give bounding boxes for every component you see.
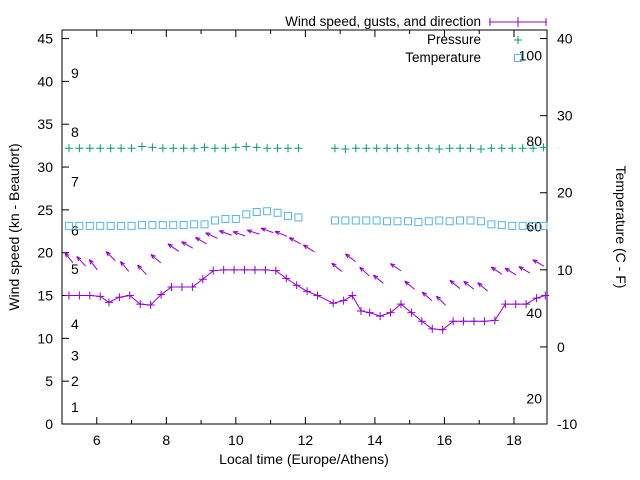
svg-text:5: 5 <box>45 373 53 389</box>
svg-text:35: 35 <box>37 116 53 132</box>
svg-text:0: 0 <box>45 416 53 432</box>
svg-text:15: 15 <box>37 288 53 304</box>
legend-label-temperature: Temperature <box>405 50 481 65</box>
svg-text:16: 16 <box>437 432 453 448</box>
svg-text:3: 3 <box>71 347 79 363</box>
legend-item-wind: Wind speed, gusts, and direction <box>285 14 547 29</box>
temperature-square-icon <box>489 51 547 65</box>
svg-text:0: 0 <box>557 339 565 355</box>
svg-text:10: 10 <box>228 432 244 448</box>
y-axis-left-label: Wind speed (kn - Beaufort) <box>6 143 22 311</box>
svg-text:6: 6 <box>93 432 101 448</box>
svg-text:20: 20 <box>557 185 573 201</box>
svg-text:12: 12 <box>298 432 314 448</box>
svg-text:4: 4 <box>71 316 79 332</box>
legend-label-wind: Wind speed, gusts, and direction <box>285 14 481 29</box>
svg-text:18: 18 <box>506 432 522 448</box>
svg-text:6: 6 <box>71 222 79 238</box>
svg-text:8: 8 <box>71 124 79 140</box>
svg-text:2: 2 <box>71 373 79 389</box>
legend-item-pressure: Pressure <box>427 32 547 47</box>
svg-text:40: 40 <box>526 305 542 321</box>
svg-text:20: 20 <box>37 245 53 261</box>
svg-text:30: 30 <box>37 159 53 175</box>
svg-text:9: 9 <box>71 65 79 81</box>
svg-text:40: 40 <box>37 73 53 89</box>
svg-text:25: 25 <box>37 202 53 218</box>
svg-text:100: 100 <box>519 48 543 64</box>
svg-text:8: 8 <box>162 432 170 448</box>
svg-text:20: 20 <box>526 391 542 407</box>
legend-item-temperature: Temperature <box>405 50 547 65</box>
svg-text:1: 1 <box>71 399 79 415</box>
pressure-plus-icon <box>489 33 547 47</box>
x-axis-label: Local time (Europe/Athens) <box>219 451 389 467</box>
svg-text:80: 80 <box>526 133 542 149</box>
svg-text:-10: -10 <box>557 416 577 432</box>
svg-text:5: 5 <box>71 261 79 277</box>
svg-text:40: 40 <box>557 31 573 47</box>
legend: Wind speed, gusts, and direction Pressur… <box>285 14 547 65</box>
svg-text:10: 10 <box>557 262 573 278</box>
svg-text:14: 14 <box>367 432 383 448</box>
svg-text:10: 10 <box>37 330 53 346</box>
y-axis-right-label: Temperature (C - F) <box>613 165 629 289</box>
legend-label-pressure: Pressure <box>426 32 481 47</box>
wind-line-plus-icon <box>489 15 547 29</box>
svg-text:7: 7 <box>71 174 79 190</box>
svg-text:30: 30 <box>557 108 573 124</box>
svg-text:45: 45 <box>37 31 53 47</box>
